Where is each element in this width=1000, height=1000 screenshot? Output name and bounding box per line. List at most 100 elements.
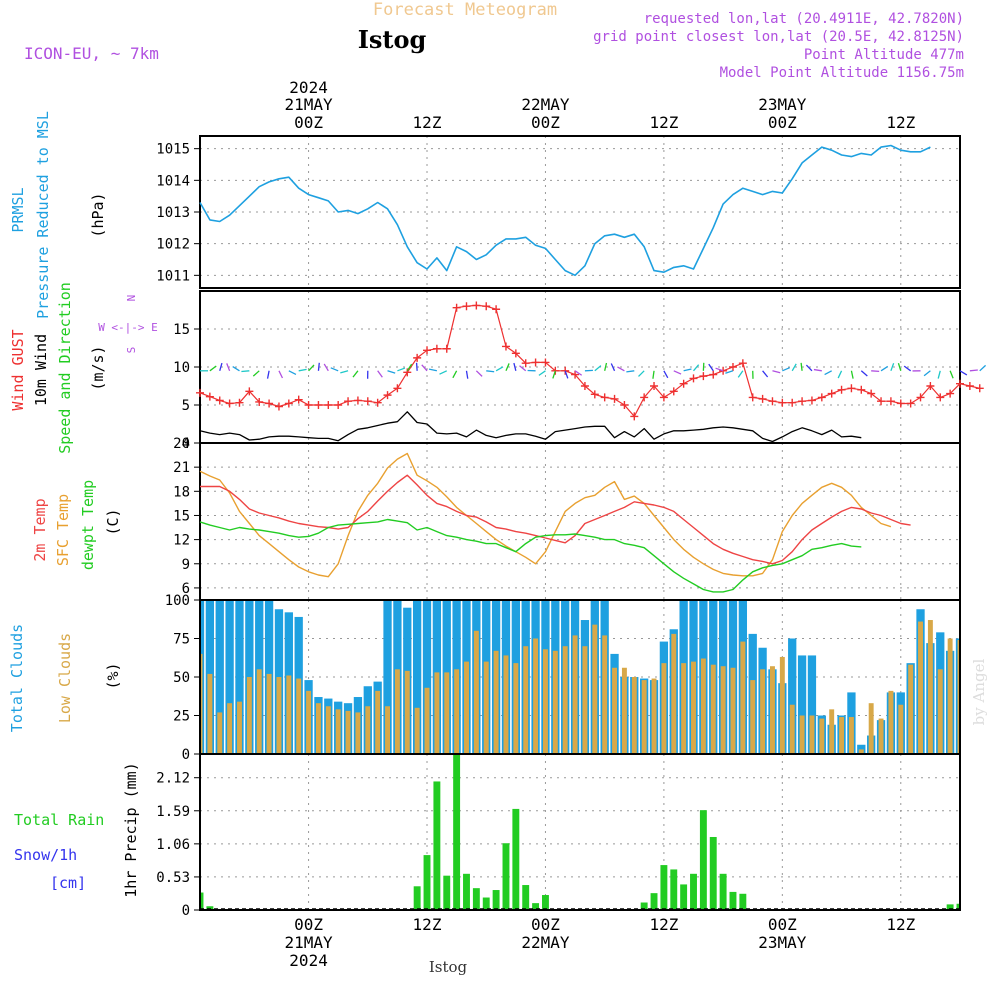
low-cloud-bar (335, 709, 341, 753)
y-tick-label: 0 (182, 903, 190, 919)
y-tick-label: 0 (182, 436, 190, 452)
wind-direction-arrow (505, 363, 510, 372)
gust-marker (798, 397, 807, 406)
low-cloud-bar (750, 680, 756, 753)
low-cloud-bar (523, 646, 529, 753)
bottom-time-label: 00Z (531, 915, 560, 934)
rain-bar (709, 836, 717, 909)
wind-direction-arrow (486, 370, 495, 373)
y-tick-label: 15 (173, 508, 190, 524)
wind-direction-arrow (673, 370, 682, 375)
top-year-label: 2024 (289, 78, 328, 97)
low-cloud-bar (424, 687, 430, 753)
y-tick-label: 2.12 (156, 771, 190, 787)
wind-direction-arrow (708, 363, 714, 372)
low-cloud-bar (957, 640, 959, 753)
low-cloud-bar (542, 649, 548, 753)
low-cloud-bar (276, 677, 282, 753)
gust-marker (659, 393, 668, 402)
wind-direction-arrow (209, 365, 217, 372)
low-cloud-bar (710, 664, 716, 753)
top-time-label: 12Z (886, 113, 915, 132)
low-cloud-bar (464, 661, 469, 753)
low-cloud-bar (937, 669, 943, 753)
gust-marker (758, 394, 767, 403)
y-tick-label: 6 (182, 581, 190, 597)
wind-direction-arrow (725, 370, 734, 374)
y-tick-label: 1015 (156, 142, 190, 158)
wind-direction-arrow (683, 368, 692, 372)
wind-direction-arrow (923, 370, 931, 377)
low-cloud-bar (858, 749, 864, 753)
gust-marker (936, 393, 945, 402)
y-tick-label: 0 (182, 747, 190, 763)
gust-marker (482, 302, 491, 311)
gust-marker (738, 359, 747, 368)
total-cloud-bar (383, 601, 392, 753)
pressure-unit-label: (hPa) (89, 192, 107, 237)
low-cloud-bar (730, 667, 736, 753)
y-tick-label: 50 (173, 670, 190, 686)
gust-marker (255, 397, 264, 406)
low-cloud-bar (671, 633, 677, 753)
gust-marker (679, 379, 688, 388)
y-tick-label: 1012 (156, 237, 190, 253)
wind-direction-arrow (452, 370, 458, 379)
gust-marker (669, 387, 678, 396)
low-cloud-bar (404, 670, 410, 753)
total-cloud-bar (412, 601, 422, 753)
wind-direction-arrow (850, 370, 854, 379)
bottom-time-label: 12Z (649, 915, 678, 934)
top-time-label: 00Z (531, 113, 560, 132)
gust-marker (284, 399, 293, 408)
bottom-time-label: 00Z (294, 915, 323, 934)
temp-dewpt-label: dewpt Temp (79, 480, 97, 570)
wind-direction-arrow (737, 370, 744, 378)
rain-bar (956, 903, 959, 909)
bottom-time-label: 00Z (768, 915, 797, 934)
low-cloud-bar (908, 664, 914, 753)
pressure-reduced-label: Pressure Reduced to MSL (34, 111, 52, 319)
wind-direction-arrow (959, 370, 968, 376)
gust-marker (393, 384, 402, 393)
low-cloud-bar (829, 709, 835, 753)
low-cloud-bar (789, 704, 795, 753)
y-tick-label: 75 (173, 632, 190, 648)
gust-marker (768, 397, 777, 406)
wind-direction-arrow (397, 367, 406, 372)
low-cloud-bar (809, 715, 815, 753)
wind-direction-arrow (340, 370, 349, 374)
rain-bar (542, 895, 549, 909)
rain-bar (463, 873, 470, 909)
wind-10m-label: 10m Wind (32, 334, 50, 406)
low-cloud-bar (227, 703, 233, 753)
rain-bar (472, 888, 480, 909)
y-tick-label: 1011 (156, 268, 190, 284)
gust-marker (590, 390, 599, 399)
dewpt-line (199, 518, 862, 593)
gust-marker (274, 402, 283, 411)
low-cloud-bar (473, 630, 479, 753)
gust-marker (225, 399, 234, 408)
wind-direction-arrow (513, 362, 517, 371)
wind-direction-arrow (594, 365, 602, 372)
wind-direction-arrow (323, 363, 329, 372)
gust-marker (650, 382, 659, 390)
low-cloud-bar (760, 669, 766, 753)
rain-bar (453, 755, 461, 909)
wind-direction-arrow (252, 370, 260, 377)
gust-marker (778, 398, 787, 407)
wind-direction-arrow (626, 370, 635, 373)
gust-marker (373, 398, 382, 407)
wind-direction-arrow (428, 368, 438, 372)
bottom-year-label: 2024 (289, 951, 328, 970)
wind-direction-arrow (800, 362, 803, 371)
total-cloud-bar (788, 638, 797, 753)
low-cloud-bar (286, 675, 292, 753)
gust-marker (472, 301, 481, 310)
snow-unit-label: [cm] (50, 874, 86, 892)
wind-direction-arrow (317, 362, 320, 371)
rain-bar (423, 855, 431, 909)
wind-direction-arrow (495, 366, 504, 372)
wind-direction-arrow (890, 363, 895, 372)
